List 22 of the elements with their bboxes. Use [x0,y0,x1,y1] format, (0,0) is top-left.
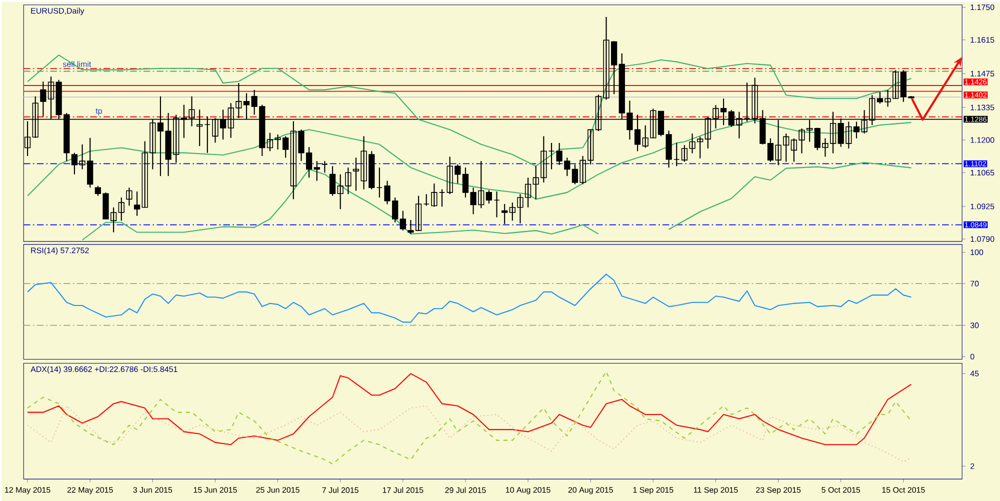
candlestick [314,160,320,182]
candlestick [134,190,140,216]
candlestick [126,187,132,206]
line-series [27,120,912,200]
candlestick [674,142,680,167]
candlestick [438,188,446,208]
candlestick [40,81,46,117]
candlestick [376,167,383,198]
line-series [668,162,912,230]
candlestick [494,190,500,218]
candlestick [423,194,430,206]
candlestick [486,190,492,204]
candlestick [400,210,406,232]
line-series [27,373,912,446]
candlestick [322,160,328,174]
line-series [27,274,912,323]
candlestick [502,203,508,225]
candlestick [548,142,555,170]
candlestick [329,166,336,196]
candlestick [118,196,124,222]
candlestick [431,182,438,208]
line-series [27,405,912,462]
